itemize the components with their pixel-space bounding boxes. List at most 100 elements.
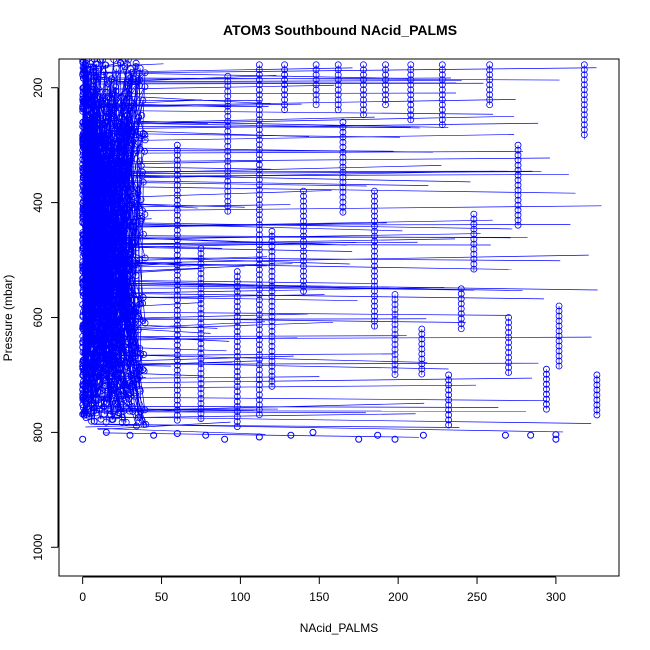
connector-line	[94, 104, 269, 107]
data-point	[124, 289, 132, 296]
data-point	[543, 390, 550, 398]
data-point	[81, 358, 89, 366]
data-point	[79, 292, 87, 300]
connector-line	[91, 171, 542, 175]
data-point	[300, 197, 307, 205]
data-point	[129, 307, 137, 315]
data-point	[95, 226, 103, 234]
connector-line	[83, 84, 335, 91]
data-point	[79, 95, 87, 103]
data-point	[79, 107, 87, 115]
data-point	[135, 114, 143, 121]
data-point	[173, 286, 181, 294]
data-point	[407, 116, 415, 124]
data-point	[97, 320, 105, 328]
data-point	[505, 339, 512, 346]
column-series	[514, 141, 522, 229]
connector-line	[101, 82, 484, 85]
data-point	[79, 268, 87, 275]
data-point	[224, 197, 232, 205]
data-point	[233, 393, 241, 400]
data-point	[555, 322, 563, 330]
data-point	[96, 274, 104, 281]
data-point	[391, 331, 399, 338]
data-point	[281, 96, 288, 104]
data-point	[80, 206, 87, 214]
data-point	[555, 312, 563, 320]
data-point	[339, 128, 347, 136]
data-point	[334, 66, 342, 74]
data-point	[268, 322, 276, 330]
data-point	[255, 251, 263, 259]
data-point	[82, 253, 90, 261]
data-point	[105, 328, 113, 336]
data-point	[407, 71, 415, 79]
data-point	[371, 297, 378, 305]
data-point	[312, 61, 320, 69]
data-point	[79, 365, 87, 373]
data-point	[255, 311, 263, 319]
connector-line	[114, 92, 457, 95]
column-series	[445, 371, 453, 429]
data-point	[128, 137, 136, 145]
data-point	[593, 391, 601, 399]
y-axis-label: Pressure (mbar)	[1, 275, 15, 362]
data-point	[580, 76, 588, 84]
data-point	[334, 61, 342, 69]
data-point	[79, 173, 87, 181]
data-point	[134, 189, 142, 197]
connector-line	[112, 292, 545, 300]
data-point	[339, 163, 347, 171]
data-point	[233, 293, 241, 300]
data-point	[129, 253, 137, 260]
connector-line	[100, 133, 400, 138]
data-point	[79, 392, 87, 400]
data-point	[445, 381, 453, 389]
data-point	[555, 332, 563, 340]
connector-line	[97, 421, 231, 430]
data-point	[79, 236, 87, 244]
connector-line	[110, 190, 332, 199]
data-point	[99, 205, 106, 212]
connector-line	[83, 241, 418, 245]
data-point	[88, 417, 95, 425]
dense-cluster	[79, 59, 150, 430]
column-series	[382, 61, 389, 109]
connector-line	[107, 157, 550, 163]
data-point	[139, 299, 147, 307]
connector-line	[98, 201, 198, 209]
data-point	[457, 295, 465, 303]
data-point	[81, 187, 88, 195]
y-tick-label: 800	[31, 422, 45, 442]
data-point	[80, 213, 88, 221]
data-point	[124, 59, 132, 64]
data-point	[197, 395, 205, 402]
data-point	[109, 416, 117, 423]
data-point	[360, 96, 367, 104]
data-point	[79, 323, 87, 331]
data-point	[81, 408, 89, 416]
data-point	[418, 335, 426, 343]
data-point	[79, 252, 87, 260]
connector-line	[94, 375, 146, 378]
connector-line	[93, 205, 602, 212]
data-point	[80, 172, 88, 180]
data-point	[79, 357, 87, 365]
data-point	[593, 381, 601, 389]
data-point	[407, 101, 415, 109]
connector-line	[88, 336, 592, 340]
data-point	[255, 206, 263, 214]
data-point	[80, 98, 87, 106]
data-point	[95, 356, 103, 364]
x-tick-label: 150	[309, 590, 329, 604]
connector-line	[87, 222, 387, 229]
data-point	[505, 354, 512, 361]
chart-title: ATOM3 Southbound NAcid_PALMS	[223, 22, 457, 38]
data-point	[486, 81, 494, 89]
data-point	[555, 357, 563, 365]
data-point	[80, 149, 87, 157]
data-point	[300, 272, 307, 280]
data-point	[334, 86, 342, 94]
connector-line	[106, 94, 271, 105]
data-point	[86, 312, 93, 320]
